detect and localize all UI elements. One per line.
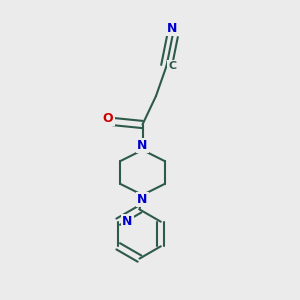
Text: C: C — [168, 61, 177, 71]
Text: N: N — [137, 193, 148, 206]
Text: O: O — [103, 112, 113, 125]
Text: N: N — [122, 215, 132, 228]
Text: N: N — [137, 139, 148, 152]
Text: N: N — [167, 22, 178, 35]
